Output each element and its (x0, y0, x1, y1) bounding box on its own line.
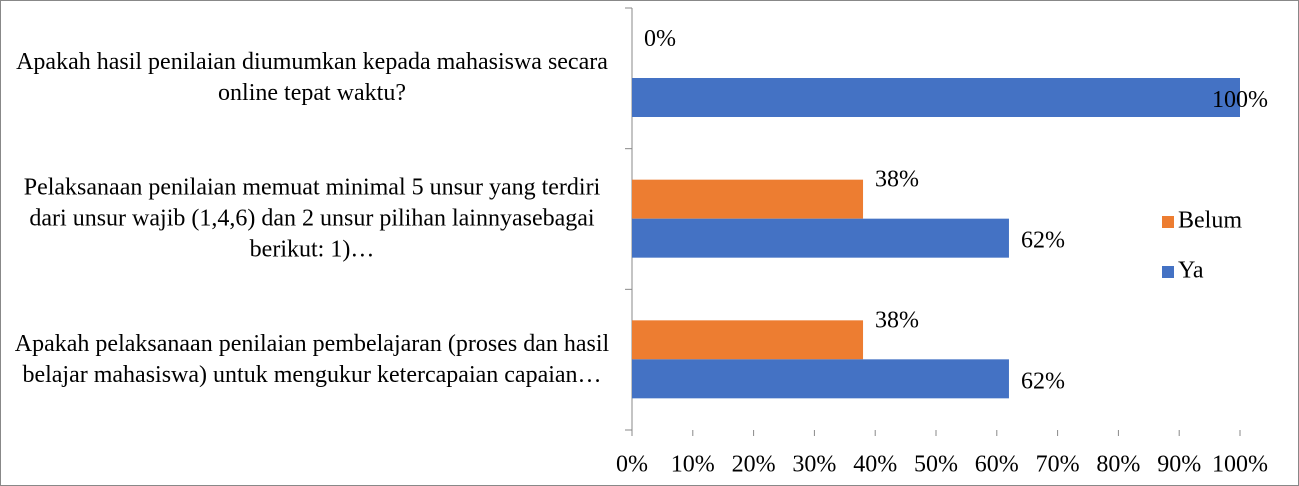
value-label: 38% (875, 167, 919, 193)
legend-swatch (1162, 266, 1174, 278)
x-tick-label: 20% (732, 452, 776, 478)
x-tick-label: 0% (616, 452, 648, 478)
x-tick-label: 30% (792, 452, 836, 478)
value-label: 100% (1212, 87, 1268, 113)
bar (632, 218, 1009, 258)
category-label: Apakah pelaksanaan penilaian pembelajara… (14, 330, 610, 388)
x-tick-label: 100% (1212, 452, 1268, 478)
category-label: Apakah hasil penilaian diumumkan kepada … (16, 49, 608, 107)
bar (632, 320, 864, 360)
value-label: 0% (644, 26, 676, 52)
bar (632, 359, 1009, 399)
bar (632, 179, 864, 219)
x-tick-label: 50% (914, 452, 958, 478)
x-tick-label: 80% (1096, 452, 1140, 478)
legend-label: Belum (1178, 208, 1242, 234)
category-label: Pelaksanaan penilaian memuat minimal 5 u… (23, 174, 601, 263)
x-tick-label: 90% (1157, 452, 1201, 478)
x-tick-label: 70% (1036, 452, 1080, 478)
value-label: 62% (1021, 228, 1065, 254)
x-tick-label: 60% (975, 452, 1019, 478)
bar (632, 78, 1240, 117)
value-label: 38% (875, 307, 919, 333)
legend-label: Ya (1178, 258, 1204, 284)
x-tick-label: 40% (853, 452, 897, 478)
value-label: 62% (1021, 368, 1065, 394)
legend-swatch (1162, 216, 1174, 228)
x-tick-label: 10% (671, 452, 715, 478)
